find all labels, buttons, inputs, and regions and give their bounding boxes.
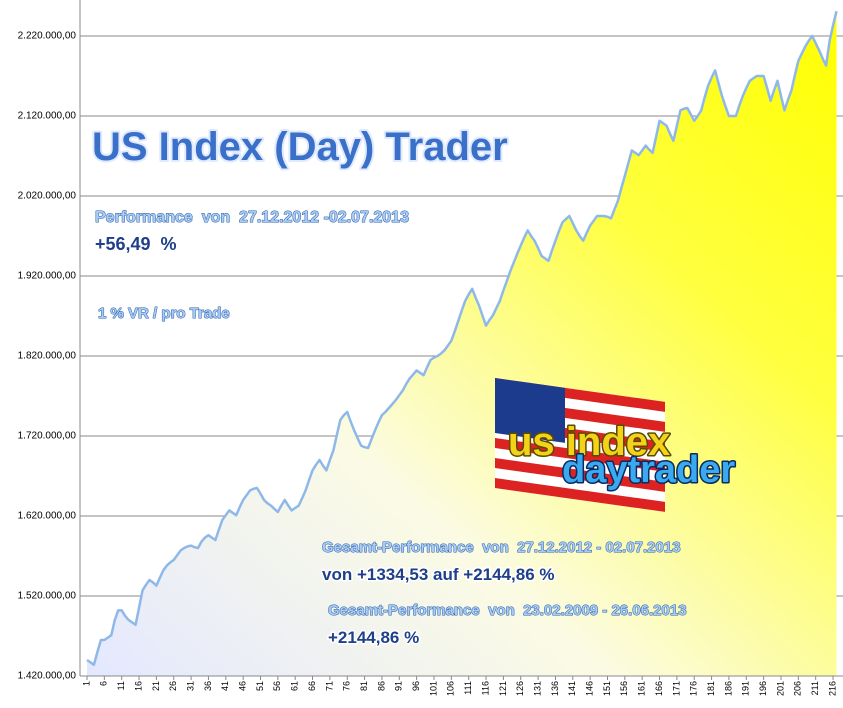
x-tick-label: 106 — [446, 681, 456, 696]
x-tick-label: 151 — [602, 681, 612, 696]
y-tick-label: 1.720.000,00 — [18, 431, 77, 442]
x-tick-label: 61 — [290, 681, 300, 691]
x-tick-label: 116 — [480, 681, 490, 695]
x-tick-label: 176 — [689, 681, 699, 696]
x-tick-label: 171 — [671, 681, 681, 696]
x-tick-label: 6 — [99, 681, 109, 686]
logo-text: us index — [508, 420, 670, 464]
x-tick-label: 136 — [550, 681, 560, 696]
x-tick-label: 146 — [585, 681, 595, 696]
x-tick-label: 201 — [775, 681, 785, 696]
x-tick-label: 41 — [220, 681, 230, 691]
x-tick-label: 66 — [307, 681, 317, 691]
annotation: von +1334,53 auf +2144,86 % — [322, 565, 555, 584]
x-tick-label: 101 — [428, 681, 438, 696]
x-tick-label: 86 — [376, 681, 386, 691]
x-tick-label: 206 — [793, 681, 803, 696]
x-tick-label: 111 — [463, 681, 473, 695]
x-tick-label: 181 — [706, 681, 716, 696]
x-tick-label: 191 — [741, 681, 751, 696]
x-tick-label: 141 — [567, 681, 577, 696]
area-line — [86, 10, 838, 667]
x-tick-label: 216 — [827, 681, 837, 696]
x-tick-label: 31 — [185, 681, 195, 691]
y-tick-label: 1.820.000,00 — [18, 351, 77, 362]
y-tick-label: 2.220.000,00 — [18, 31, 77, 42]
x-tick-label: 51 — [255, 681, 265, 691]
y-tick-label: 2.120.000,00 — [18, 111, 77, 122]
x-tick-label: 166 — [654, 681, 664, 696]
x-tick-label: 11 — [116, 681, 126, 690]
y-tick-label: 1.920.000,00 — [18, 271, 77, 282]
x-tick-label: 46 — [238, 681, 248, 691]
y-tick-label: 1.520.000,00 — [18, 591, 77, 602]
annotation: Performance von 27.12.2012 -02.07.2013 — [95, 209, 409, 226]
annotation: +56,49 % — [95, 234, 177, 254]
x-tick-label: 121 — [498, 681, 508, 696]
x-tick-label: 16 — [133, 681, 143, 691]
x-tick-label: 91 — [394, 681, 404, 691]
annotation: 1 % VR / pro Trade — [98, 305, 230, 322]
chart-title: US Index (Day) Trader — [92, 125, 508, 169]
x-tick-label: 161 — [637, 681, 647, 696]
x-tick-label: 26 — [168, 681, 178, 691]
x-tick-label: 211 — [810, 681, 820, 695]
annotation: +2144,86 % — [328, 628, 419, 647]
x-tick-label: 126 — [515, 681, 525, 696]
x-tick-label: 81 — [359, 681, 369, 691]
x-tick-label: 21 — [151, 681, 161, 691]
x-tick-label: 196 — [758, 681, 768, 696]
logo-text: daytrader — [562, 449, 735, 491]
x-tick-label: 186 — [723, 681, 733, 696]
y-tick-label: 1.620.000,00 — [18, 511, 77, 522]
x-tick-label: 1 — [81, 681, 91, 686]
x-tick-label: 36 — [203, 681, 213, 691]
x-tick-label: 131 — [532, 681, 542, 696]
x-tick-label: 96 — [411, 681, 421, 691]
x-tick-label: 76 — [342, 681, 352, 691]
annotation: Gesamt-Performance von 23.02.2009 - 26.0… — [328, 602, 687, 619]
x-tick-label: 56 — [272, 681, 282, 691]
x-tick-label: 71 — [324, 681, 334, 691]
annotation: Gesamt-Performance von 27.12.2012 - 02.0… — [322, 539, 681, 556]
logo: us index daytrader — [495, 378, 737, 512]
y-tick-label: 2.020.000,00 — [18, 191, 77, 202]
x-tick-label: 156 — [619, 681, 629, 696]
y-tick-label: 1.420.000,00 — [18, 671, 77, 682]
